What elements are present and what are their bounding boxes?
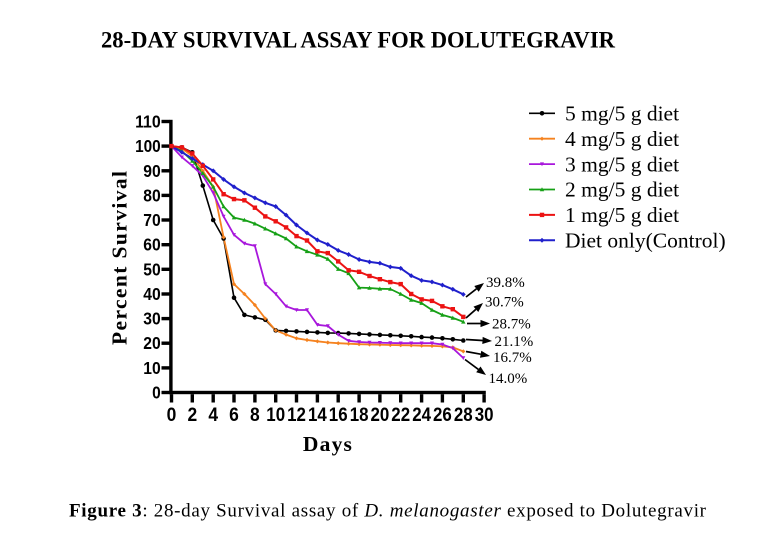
svg-text:70: 70	[143, 210, 160, 230]
svg-text:20: 20	[371, 405, 390, 426]
svg-text:18: 18	[350, 405, 369, 426]
svg-text:110: 110	[135, 112, 161, 132]
svg-text:2 mg/5 g diet: 2 mg/5 g diet	[565, 178, 679, 202]
svg-text:100: 100	[135, 136, 161, 156]
svg-text:28: 28	[454, 405, 473, 426]
svg-text:14.0%: 14.0%	[489, 371, 528, 387]
svg-text:80: 80	[143, 185, 160, 205]
svg-text:39.8%: 39.8%	[486, 275, 525, 291]
svg-text:50: 50	[143, 259, 160, 279]
svg-text:12: 12	[287, 405, 306, 426]
svg-text:30.7%: 30.7%	[485, 295, 524, 311]
svg-text:20: 20	[143, 333, 160, 353]
svg-text:21.1%: 21.1%	[495, 334, 534, 350]
svg-text:10: 10	[266, 405, 285, 426]
svg-text:4 mg/5 g diet: 4 mg/5 g diet	[565, 127, 679, 151]
svg-text:90: 90	[143, 161, 160, 181]
svg-text:Figure 3: 28-day Survival assa: Figure 3: 28-day Survival assay of D. me…	[69, 501, 707, 522]
svg-text:5 mg/5 g diet: 5 mg/5 g diet	[565, 102, 679, 126]
svg-text:60: 60	[143, 235, 160, 255]
svg-text:Percent Survival: Percent Survival	[107, 171, 131, 345]
svg-text:22: 22	[391, 405, 410, 426]
svg-text:2: 2	[187, 405, 197, 426]
svg-text:24: 24	[412, 405, 431, 426]
svg-text:26: 26	[433, 405, 452, 426]
svg-text:Diet only(Control): Diet only(Control)	[565, 229, 726, 253]
svg-text:30: 30	[143, 309, 160, 329]
svg-text:1 mg/5 g diet: 1 mg/5 g diet	[565, 203, 679, 227]
svg-text:0: 0	[167, 405, 177, 426]
svg-text:3 mg/5 g diet: 3 mg/5 g diet	[565, 152, 679, 176]
svg-text:16: 16	[329, 405, 348, 426]
svg-text:4: 4	[208, 405, 218, 426]
svg-text:10: 10	[143, 358, 160, 378]
svg-text:0: 0	[152, 383, 161, 403]
svg-text:Days: Days	[303, 432, 353, 456]
svg-text:16.7%: 16.7%	[493, 350, 532, 366]
svg-text:6: 6	[229, 405, 239, 426]
svg-text:28-DAY SURVIVAL ASSAY FOR DOLU: 28-DAY SURVIVAL ASSAY FOR DOLUTEGRAVIR	[101, 28, 616, 54]
svg-text:14: 14	[308, 405, 327, 426]
svg-text:40: 40	[143, 284, 160, 304]
svg-text:8: 8	[250, 405, 260, 426]
svg-text:28.7%: 28.7%	[492, 317, 531, 333]
svg-text:30: 30	[475, 405, 494, 426]
